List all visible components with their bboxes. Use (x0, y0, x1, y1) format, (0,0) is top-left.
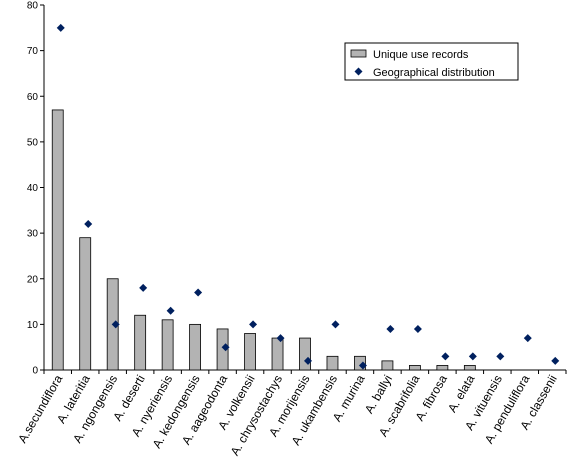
bar-a-chrysostachys (271, 337, 284, 371)
bar-a-morijensis (299, 337, 311, 371)
legend-label-point: Geographical distribution (373, 67, 495, 79)
y-tick-label: 60 (27, 92, 39, 103)
point-a-secundiflora (56, 23, 65, 32)
point-a-lateritia (84, 220, 93, 228)
bar-a-murina (354, 355, 366, 371)
bar-a-nyeriensis (161, 319, 174, 371)
point-a-ngongensis (111, 320, 120, 329)
bar-a-ukambensis (326, 355, 339, 371)
point-a-vituensis (496, 352, 505, 361)
legend: Unique use records Geographical distribu… (344, 42, 519, 81)
point-a-volkensii (249, 320, 258, 329)
point-a-fibrosa (441, 352, 450, 361)
point-series (56, 23, 560, 370)
point-a-murina (358, 361, 367, 370)
y-tick-label: 80 (27, 1, 39, 12)
bar-a-secundiflora (51, 109, 64, 371)
bar-a-elata (463, 365, 476, 371)
point-a-ballyi (386, 324, 395, 333)
point-a-scabrifolia (413, 324, 422, 333)
bar-a-fibrosa (436, 365, 449, 371)
bar-a-volkensii (244, 333, 256, 371)
y-tick-label: 20 (27, 274, 39, 285)
x-category-label: A.secundiflora (15, 372, 65, 445)
y-tick-label: 40 (27, 183, 39, 194)
bar-a-kedongensis (189, 323, 202, 371)
point-a-chrysostachys (276, 334, 285, 343)
bar-a-deserti (134, 314, 147, 371)
y-tick-label: 0 (32, 366, 38, 377)
bar-a-aageodonta (216, 328, 229, 371)
y-tick-label: 30 (27, 229, 39, 240)
legend-label-bar: Unique use records (373, 49, 469, 61)
y-tick-label: 10 (27, 320, 39, 331)
y-axis-ticks: 0 10 20 30 40 50 60 70 80 (27, 1, 44, 377)
point-a-elata (468, 352, 477, 361)
point-a-classenii (551, 356, 560, 365)
bar-a-ballyi (381, 360, 394, 371)
point-a-ukambensis (331, 320, 340, 329)
legend-box (344, 42, 519, 81)
bar-a-lateritia (79, 237, 92, 371)
point-a-nyeriensis (166, 306, 175, 315)
point-a-morijensis (304, 356, 312, 365)
y-tick-label: 50 (27, 137, 39, 148)
legend-swatch-diamond (354, 67, 363, 76)
bar-series (51, 109, 476, 371)
y-tick-label: 70 (27, 46, 39, 57)
legend-swatch-bar (350, 49, 367, 58)
point-a-penduliflora (523, 334, 532, 343)
bar-a-scabrifolia (408, 365, 421, 371)
point-a-kedongensis (194, 288, 203, 297)
point-a-deserti (139, 283, 148, 292)
point-a-aageodonta (221, 343, 230, 352)
